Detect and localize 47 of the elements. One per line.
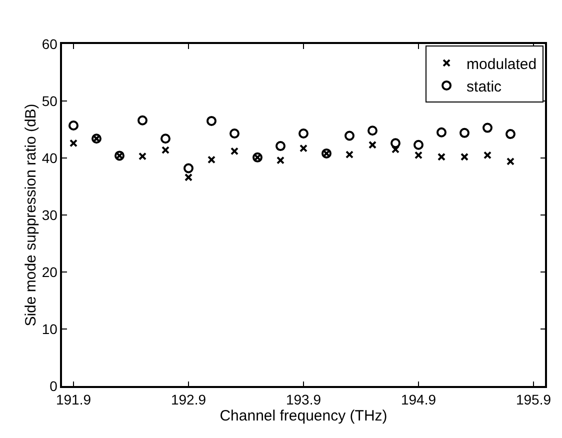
point: [484, 151, 492, 160]
point: [184, 173, 192, 182]
point: [438, 152, 446, 161]
y-tick-label: 0: [50, 378, 58, 394]
point: [206, 116, 216, 126]
point: [276, 141, 286, 152]
y-tick-label: 10: [42, 320, 58, 337]
point: [506, 157, 514, 166]
point: [184, 163, 194, 174]
point: [230, 128, 240, 138]
point: [414, 151, 422, 160]
point: [162, 146, 170, 154]
legend-label: modulated: [466, 56, 537, 73]
point: [68, 120, 78, 131]
point: [346, 150, 354, 159]
point: [138, 152, 146, 160]
point: [460, 152, 468, 161]
point: [300, 144, 308, 152]
point: [344, 130, 354, 141]
point: [436, 127, 446, 138]
point: [414, 140, 424, 150]
point: [208, 156, 216, 164]
point: [160, 134, 170, 144]
y-axis-title: Side mode suppression ratio (dB): [22, 104, 40, 326]
point: [506, 129, 516, 140]
x-tick-label: 192.9: [170, 392, 206, 408]
y-tick-label: 30: [42, 206, 58, 223]
y-tick-label: 50: [42, 92, 58, 109]
point: [298, 128, 308, 138]
y-tick-label: 20: [42, 264, 58, 280]
point: [276, 156, 284, 164]
point: [230, 147, 238, 156]
point: [368, 126, 378, 136]
point: [460, 128, 470, 138]
x-tick-label: 195.9: [516, 392, 552, 408]
x-axis-title: Channel frequency (THz): [220, 408, 388, 425]
point: [70, 139, 78, 148]
point: [138, 115, 148, 126]
y-tick-label: 40: [42, 150, 58, 166]
y-tick-label: 60: [42, 36, 58, 52]
x-tick-label: 191.9: [56, 392, 92, 408]
point: [482, 122, 492, 133]
legend-label: static: [466, 78, 502, 96]
point: [390, 138, 400, 148]
x-tick-label: 194.9: [400, 392, 436, 408]
x-tick-label: 193.9: [286, 392, 322, 408]
point: [368, 140, 376, 149]
